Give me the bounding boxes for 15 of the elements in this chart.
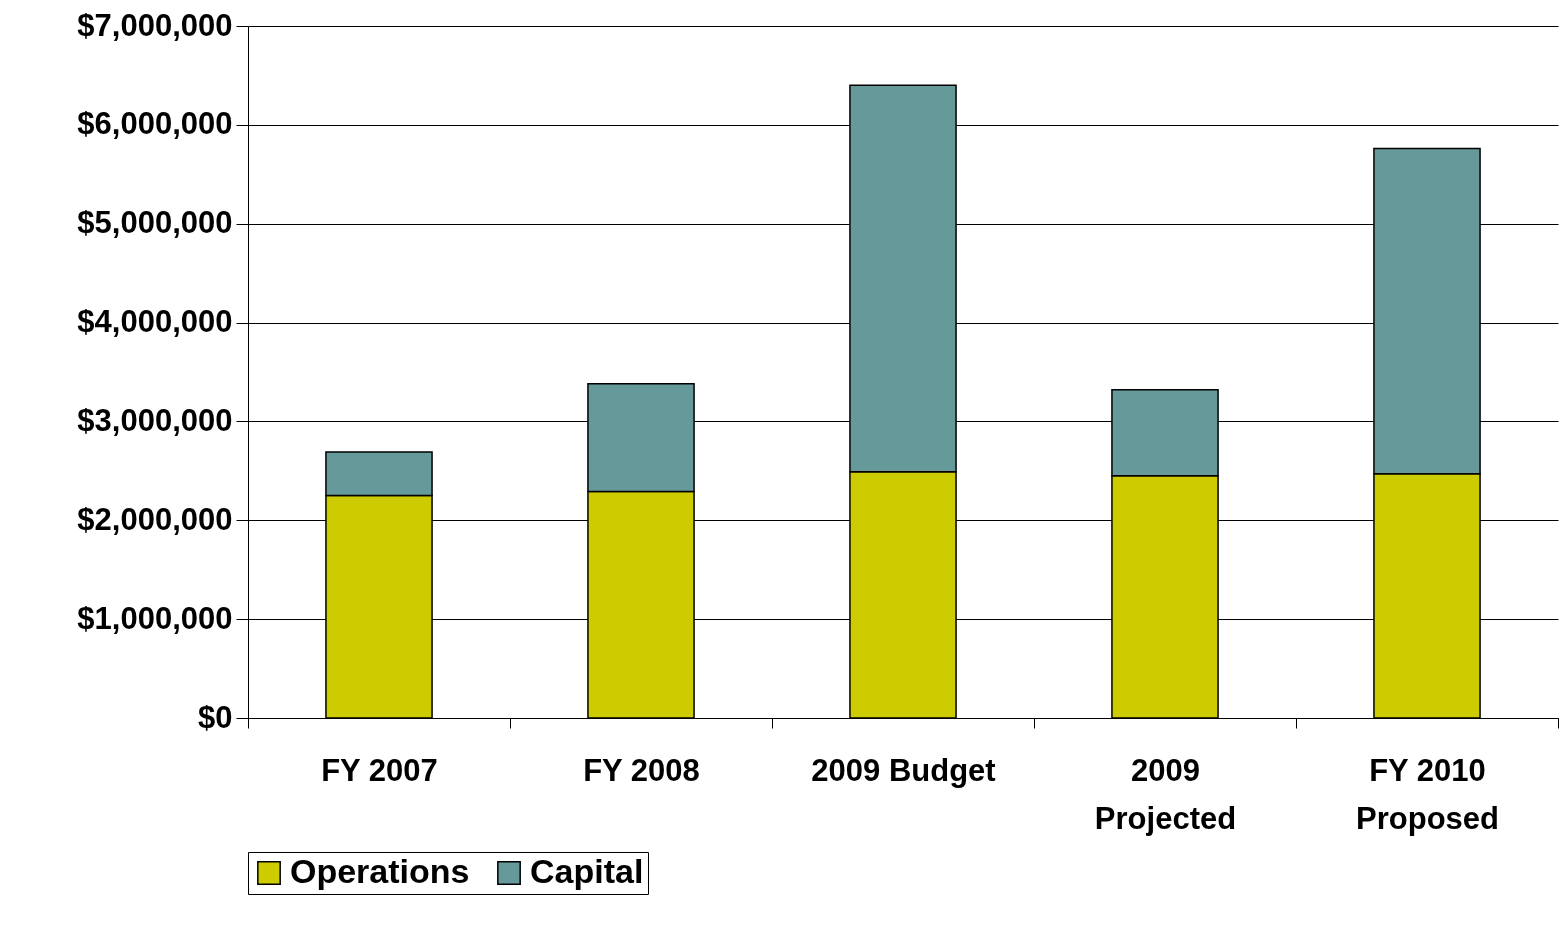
- x-tick-label: FY 2007: [321, 752, 438, 788]
- x-tick-label: FY 2010 Proposed: [1356, 752, 1499, 836]
- y-tick-label: $3,000,000: [77, 402, 233, 438]
- x-tick-label: 2009 Projected: [1094, 752, 1237, 836]
- legend-label: Capital: [530, 852, 644, 890]
- y-tick-label: $0: [198, 699, 233, 735]
- y-tick-label: $2,000,000: [77, 501, 233, 537]
- y-tick-label: $6,000,000: [77, 106, 233, 142]
- y-tick-label: $4,000,000: [77, 304, 233, 340]
- x-tick-label: FY 2008: [583, 752, 700, 788]
- y-tick-label: $5,000,000: [77, 205, 233, 241]
- y-tick-label: $1,000,000: [77, 600, 233, 636]
- y-tick-label: $7,000,000: [77, 7, 233, 43]
- legend-label: Operations: [290, 852, 470, 890]
- x-tick-label: 2009 Budget: [811, 752, 996, 788]
